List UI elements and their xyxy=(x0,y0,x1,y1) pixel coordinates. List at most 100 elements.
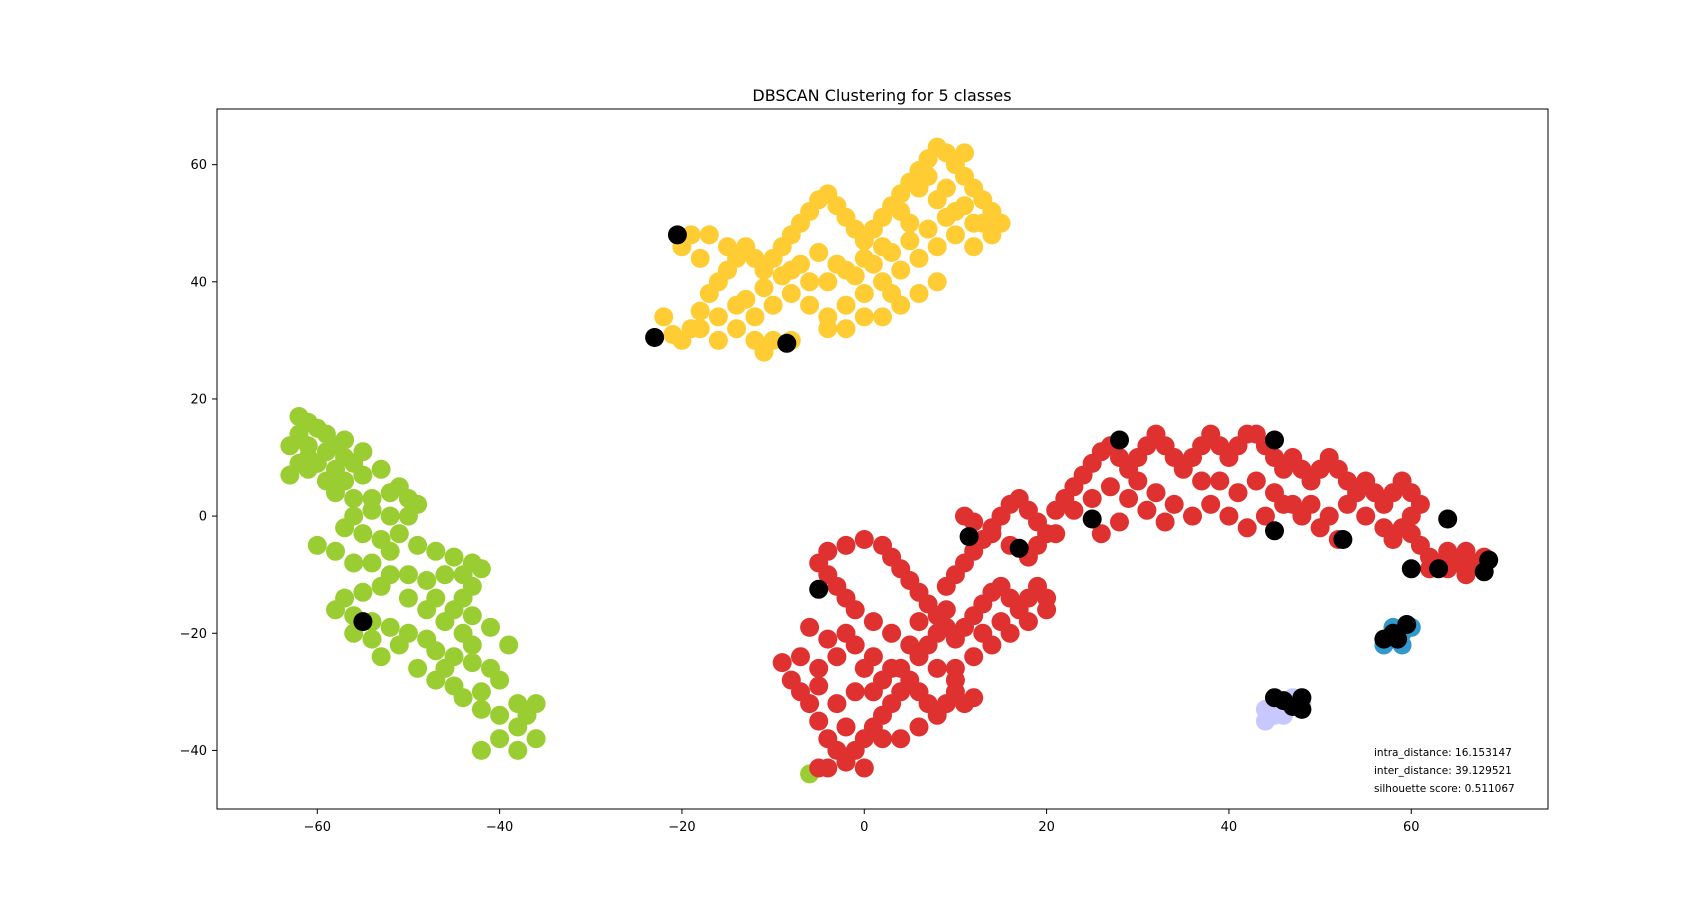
scatter-point xyxy=(1401,559,1421,579)
scatter-point xyxy=(1265,483,1284,503)
scatter-point xyxy=(1192,471,1212,491)
scatter-point xyxy=(827,694,847,714)
x-tick-label: 0 xyxy=(860,820,868,835)
scatter-point xyxy=(836,535,856,555)
x-tick-label: 40 xyxy=(1221,820,1238,835)
scatter-point xyxy=(900,635,920,655)
scatter-point xyxy=(526,729,546,749)
scatter-point xyxy=(1100,477,1120,497)
scatter-point xyxy=(1119,489,1139,508)
scatter-point xyxy=(863,682,883,702)
scatter-point xyxy=(959,527,979,547)
scatter-point xyxy=(298,448,318,467)
annotation-silhouette-score: silhouette score: 0.511067 xyxy=(1374,783,1515,795)
x-tick-label: −20 xyxy=(668,820,695,835)
scatter-point xyxy=(371,459,391,479)
scatter-point xyxy=(389,524,409,544)
scatter-point xyxy=(335,430,355,450)
scatter-point xyxy=(900,231,920,251)
scatter-point xyxy=(909,717,929,737)
scatter-point xyxy=(763,295,783,315)
chart-title: DBSCAN Clustering for 5 classes xyxy=(752,86,1011,105)
scatter-point xyxy=(891,658,911,678)
scatter-point xyxy=(426,541,446,561)
scatter-point xyxy=(809,758,829,778)
scatter-point xyxy=(1009,538,1029,558)
scatter-point xyxy=(873,307,892,327)
scatter-point xyxy=(1018,612,1038,632)
scatter-point xyxy=(909,284,929,303)
scatter-point xyxy=(1183,506,1202,526)
scatter-point xyxy=(927,272,947,292)
metrics-annotations: intra_distance: 16.153147 inter_distance… xyxy=(1374,747,1515,795)
scatter-point xyxy=(800,295,820,315)
scatter-point xyxy=(435,612,455,632)
scatter-point xyxy=(772,653,792,673)
scatter-point xyxy=(1438,509,1458,529)
scatter-point xyxy=(508,717,528,737)
scatter-point xyxy=(991,612,1011,632)
scatter-point xyxy=(900,213,920,233)
scatter-point xyxy=(353,465,373,485)
scatter-point xyxy=(863,612,883,632)
scatter-point xyxy=(1283,494,1303,514)
x-axis: −60 −40 −20 0 20 40 60 xyxy=(304,809,1420,835)
scatter-point xyxy=(1397,615,1417,634)
scatter-point xyxy=(836,319,856,339)
plot-frame xyxy=(216,108,1549,810)
scatter-point xyxy=(809,579,829,599)
scatter-point xyxy=(754,278,774,298)
scatter-point xyxy=(873,729,892,749)
scatter-point xyxy=(1128,471,1148,491)
scatter-point xyxy=(1219,506,1239,526)
scatter-point xyxy=(936,600,956,620)
scatter-point xyxy=(426,641,446,661)
scatter-point xyxy=(845,682,865,702)
scatter-point xyxy=(417,600,437,620)
scatter-point xyxy=(1228,483,1248,503)
scatter-point xyxy=(471,559,491,579)
scatter-point xyxy=(307,535,327,555)
x-tick-label: −60 xyxy=(304,820,331,835)
scatter-point xyxy=(854,284,874,303)
scatter-point xyxy=(1110,512,1129,532)
scatter-point xyxy=(1319,506,1339,526)
scatter-point xyxy=(777,333,797,353)
scatter-point xyxy=(681,225,701,245)
annotation-inter-distance: inter_distance: 39.129521 xyxy=(1374,765,1512,777)
scatter-point xyxy=(654,307,674,327)
scatter-point xyxy=(380,541,400,561)
scatter-point xyxy=(945,658,965,678)
scatter-point xyxy=(882,284,902,303)
scatter-point xyxy=(781,260,801,280)
scatter-point xyxy=(1110,430,1129,450)
cluster-series-0 xyxy=(280,407,820,784)
scatter-point xyxy=(882,623,902,643)
scatter-point xyxy=(380,506,400,526)
scatter-point xyxy=(1292,699,1312,719)
scatter-point xyxy=(809,243,829,262)
scatter-point xyxy=(836,623,856,643)
scatter-point xyxy=(1265,521,1284,541)
cluster-series-5 xyxy=(353,225,1499,719)
scatter-point xyxy=(854,530,874,549)
scatter-point xyxy=(326,483,345,503)
scatter-point xyxy=(699,225,719,245)
scatter-point xyxy=(389,477,409,497)
scatter-point xyxy=(945,202,965,221)
scatter-point xyxy=(335,518,355,538)
scatter-point xyxy=(1137,500,1157,520)
scatter-point xyxy=(435,658,455,678)
scatter-point xyxy=(754,342,774,362)
scatter-point xyxy=(809,658,829,678)
scatter-point xyxy=(781,284,801,303)
scatter-point xyxy=(1155,512,1175,532)
scatter-point xyxy=(1374,518,1394,538)
scatter-point xyxy=(444,547,464,567)
scatter-point xyxy=(362,553,382,573)
x-tick-label: −40 xyxy=(486,820,513,835)
scatter-point xyxy=(462,606,482,626)
points-layer xyxy=(280,137,1499,784)
scatter-point xyxy=(471,699,491,719)
